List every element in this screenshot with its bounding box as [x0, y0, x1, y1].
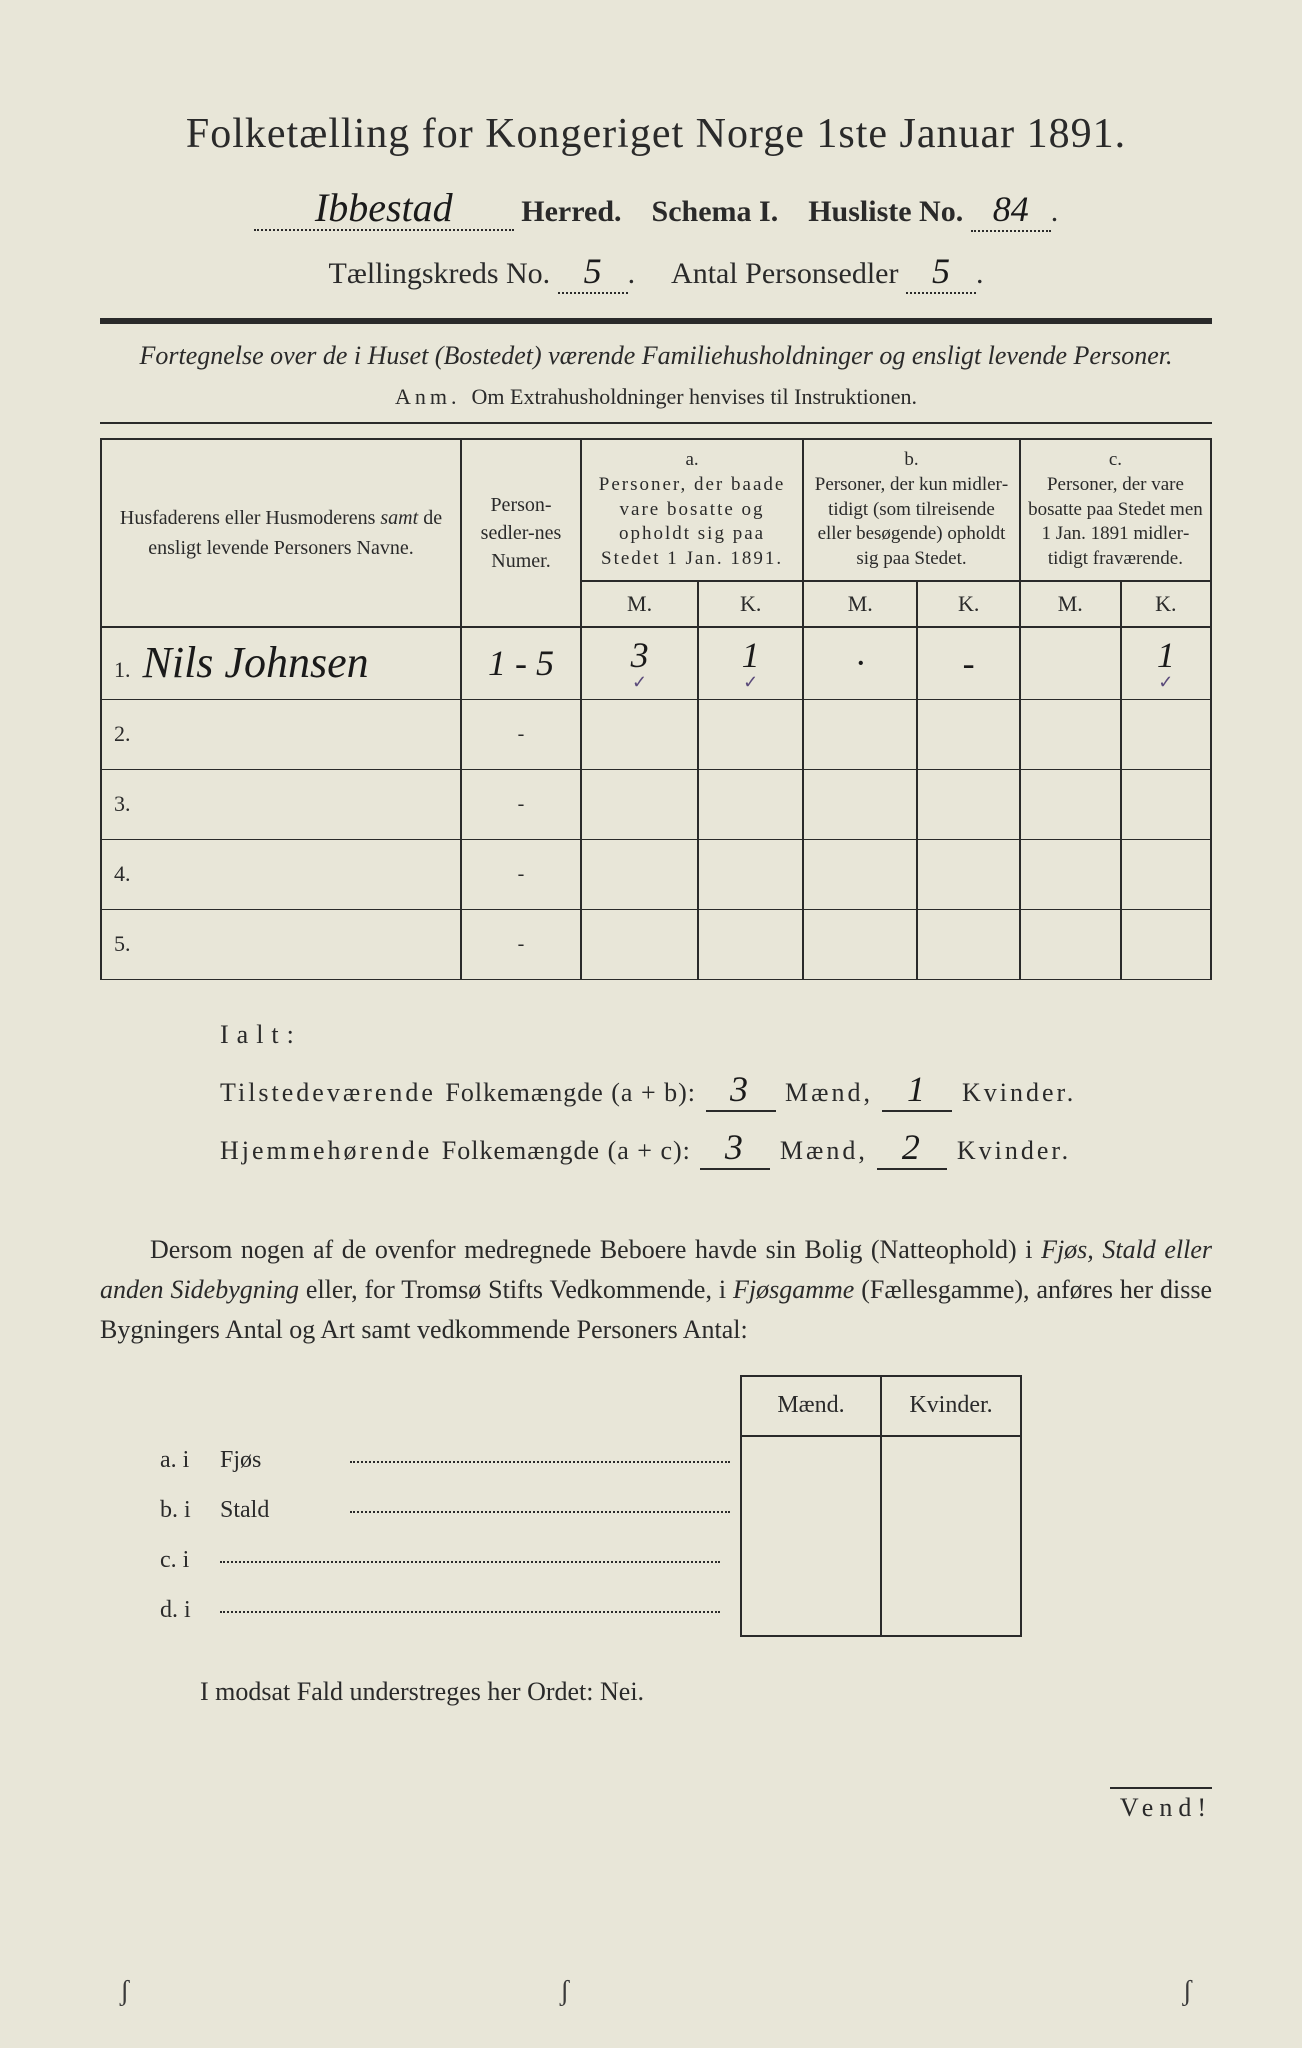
col-a: a. Personer, der baade vare bo­satte og … [581, 439, 803, 580]
husliste-label: Husliste No. [808, 195, 963, 228]
page-title: Folketælling for Kongeriget Norge 1ste J… [100, 110, 1212, 158]
maend-label: Mænd, [780, 1136, 868, 1165]
row-nums: 1 - 5 [488, 643, 554, 683]
col-c-m: M. [1020, 581, 1121, 627]
ialt-line-present: Tilstedeværende Folkemængde (a + b): 3 M… [220, 1068, 1212, 1112]
dwell-what: Stald [210, 1486, 340, 1536]
maend-label: Mænd, [785, 1078, 873, 1107]
row-nums: - [461, 839, 581, 909]
antal-value: 5 [932, 251, 950, 291]
col-b-m: M. [803, 581, 917, 627]
row-nums: - [461, 909, 581, 979]
rule-thin [100, 422, 1212, 424]
dwell-lbl: d. i [150, 1586, 210, 1636]
ialt-label-2b: Folkemængde (a + c): [442, 1136, 691, 1165]
col-a-m: M. [581, 581, 698, 627]
smudge-icon: ʃ [560, 1976, 569, 2008]
dwell-lbl: a. i [150, 1436, 210, 1486]
dwell-maend: Mænd. [741, 1376, 881, 1436]
dwelling-paragraph: Dersom nogen af de ovenfor medregnede Be… [100, 1230, 1212, 1351]
row-idx: 2. [114, 721, 131, 746]
anm-label: Anm. [395, 384, 461, 409]
ialt-1-m: 3 [730, 1069, 751, 1109]
smudge-icon: ʃ [120, 1976, 129, 2008]
col-a-k: K. [698, 581, 803, 627]
cell-a-k: 1 [742, 635, 760, 675]
table-row: 5. - [101, 909, 1211, 979]
dots-icon [220, 1611, 720, 1613]
check-icon: ✓ [1126, 672, 1206, 693]
kvinder-label: Kvinder. [957, 1136, 1071, 1165]
ialt-label-1: Tilstedeværende [220, 1078, 436, 1107]
col-b: b. Personer, der kun midler­tidigt (som … [803, 439, 1020, 580]
col-b-label: b. [904, 449, 918, 470]
col-nums: Person-sedler-nes Numer. [461, 439, 581, 626]
cell-a-m: 3 [631, 635, 649, 675]
dwelling-table: Mænd. Kvinder. a. i Fjøs b. i Stald c. i… [150, 1375, 1022, 1637]
row-idx: 4. [114, 861, 131, 886]
kreds-value: 5 [584, 251, 602, 291]
kvinder-label: Kvinder. [962, 1078, 1076, 1107]
herred-value: Ibbestad [309, 188, 459, 228]
table-body: 1. Nils Johnsen 1 - 5 3✓ 1✓ · - 1✓ 2. - … [101, 627, 1211, 980]
dwell-what: Fjøs [210, 1436, 340, 1486]
subtitle: Fortegnelse over de i Huset (Bostedet) v… [100, 338, 1212, 374]
dwell-kvinder: Kvinder. [881, 1376, 1021, 1436]
row-nums: - [461, 769, 581, 839]
col-c: c. Personer, der vare bosatte paa Stedet… [1020, 439, 1211, 580]
header-line-herred: Ibbestad Herred. Schema I. Husliste No. … [100, 188, 1212, 232]
row-nums: - [461, 699, 581, 769]
ialt-block: Ialt: Tilstedeværende Folkemængde (a + b… [220, 1020, 1212, 1170]
smudge-icon: ʃ [1183, 1976, 1192, 2008]
nei-line: I modsat Fald understreges her Ordet: Ne… [100, 1677, 1212, 1707]
row-idx: 3. [114, 791, 131, 816]
dots-icon [350, 1461, 730, 1463]
col-c-label: c. [1109, 449, 1122, 470]
check-icon: ✓ [703, 672, 798, 693]
cell-b-m: · [856, 643, 865, 683]
dwell-row: c. i [150, 1536, 1021, 1586]
dwell-row: b. i Stald [150, 1486, 1021, 1536]
ialt-1-k: 1 [907, 1069, 928, 1109]
table-row: 3. - [101, 769, 1211, 839]
ialt-label-1b: Folkemængde (a + b): [445, 1078, 696, 1107]
schema-label: Schema I. [652, 195, 779, 228]
row-idx: 5. [114, 931, 131, 956]
row-name: Nils Johnsen [137, 641, 375, 685]
herred-label: Herred. [521, 195, 621, 228]
dwell-row: d. i [150, 1586, 1021, 1636]
table-row: 2. - [101, 699, 1211, 769]
col-a-label: a. [685, 449, 698, 470]
ialt-line-home: Hjemmehørende Folkemængde (a + c): 3 Mæn… [220, 1126, 1212, 1170]
col-c-k: K. [1121, 581, 1211, 627]
cell-c-k: 1 [1157, 635, 1175, 675]
table-row: 4. - [101, 839, 1211, 909]
dots-icon [350, 1511, 730, 1513]
anm-line: Anm. Om Extrahusholdninger henvises til … [100, 384, 1212, 410]
dwell-row: a. i Fjøs [150, 1436, 1021, 1486]
anm-text: Om Extrahusholdninger henvises til Instr… [472, 384, 917, 409]
col-names: Husfaderens eller Husmode­rens samt de e… [101, 439, 461, 626]
col-b-k: K. [917, 581, 1019, 627]
kreds-label: Tællingskreds No. [329, 257, 551, 290]
ialt-2-k: 2 [902, 1127, 923, 1167]
vend-label: Vend! [1110, 1787, 1212, 1823]
dots-icon [220, 1561, 720, 1563]
table-row: 1. Nils Johnsen 1 - 5 3✓ 1✓ · - 1✓ [101, 627, 1211, 700]
row-idx: 1. [114, 657, 131, 682]
ialt-header: Ialt: [220, 1020, 1212, 1050]
ialt-label-2: Hjemmehørende [220, 1136, 432, 1165]
header-line-kreds: Tællingskreds No. 5. Antal Personsedler … [100, 250, 1212, 294]
rule-thick [100, 318, 1212, 324]
ialt-2-m: 3 [725, 1127, 746, 1167]
cell-b-k: - [963, 643, 975, 683]
census-table: Husfaderens eller Husmode­rens samt de e… [100, 438, 1212, 979]
husliste-value: 84 [993, 189, 1029, 229]
antal-label: Antal Personsedler [671, 257, 898, 290]
dwell-lbl: b. i [150, 1486, 210, 1536]
dwell-lbl: c. i [150, 1536, 210, 1586]
check-icon: ✓ [586, 672, 693, 693]
